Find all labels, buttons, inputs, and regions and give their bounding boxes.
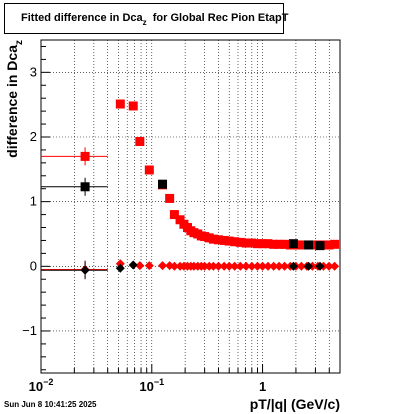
data-point bbox=[80, 265, 90, 275]
data-point bbox=[247, 261, 257, 271]
title-box: Fitted difference in Dcaz for Global Rec… bbox=[4, 3, 288, 34]
data-point bbox=[324, 261, 334, 271]
data-point bbox=[296, 240, 306, 250]
data-point bbox=[213, 235, 223, 245]
data-point bbox=[158, 261, 168, 271]
data-point bbox=[158, 179, 168, 189]
x-tick-exponent: −1 bbox=[154, 377, 164, 387]
x-tick-label: 10−2 bbox=[29, 377, 54, 394]
data-point bbox=[208, 234, 218, 244]
data-point bbox=[258, 239, 268, 249]
data-point bbox=[235, 237, 245, 247]
data-point bbox=[200, 261, 210, 271]
data-point bbox=[224, 261, 234, 271]
data-point bbox=[144, 261, 154, 271]
chart-title: Fitted difference in Dcaz for Global Rec… bbox=[21, 12, 289, 27]
data-point bbox=[115, 99, 125, 109]
data-point bbox=[252, 239, 262, 249]
y-tick-label: 1 bbox=[30, 194, 37, 209]
data-point bbox=[80, 182, 90, 192]
data-point bbox=[128, 101, 138, 111]
data-point bbox=[115, 259, 125, 269]
data-point bbox=[304, 240, 314, 250]
data-point bbox=[315, 241, 325, 251]
data-point bbox=[280, 261, 290, 271]
data-point bbox=[169, 261, 179, 271]
data-point bbox=[135, 261, 145, 271]
data-point bbox=[269, 239, 279, 249]
data-point bbox=[263, 239, 273, 249]
plot-frame bbox=[40, 39, 341, 374]
data-point bbox=[263, 261, 273, 271]
data-point bbox=[175, 215, 185, 225]
data-point bbox=[304, 261, 314, 271]
data-point bbox=[241, 238, 251, 248]
data-point bbox=[288, 261, 298, 271]
data-point bbox=[208, 261, 218, 271]
data-point bbox=[219, 235, 229, 245]
data-point bbox=[330, 261, 340, 271]
x-axis-label: pT/|q| (GeV/c) bbox=[250, 396, 340, 412]
y-axis-label: difference in Dcaz bbox=[4, 40, 25, 158]
data-point bbox=[224, 236, 234, 246]
data-point bbox=[274, 261, 284, 271]
data-point bbox=[165, 193, 175, 203]
data-point bbox=[235, 261, 245, 271]
title-main: Fitted difference in Dca bbox=[21, 12, 143, 24]
x-tick-label: 10−1 bbox=[139, 377, 164, 394]
data-point bbox=[80, 151, 90, 161]
timestamp-footer: Sun Jun 8 10:41:25 2025 bbox=[4, 400, 97, 409]
data-point bbox=[330, 239, 340, 249]
data-point bbox=[324, 240, 334, 250]
data-point bbox=[169, 210, 179, 220]
data-point bbox=[288, 239, 298, 249]
data-point bbox=[230, 261, 240, 271]
y-tick-label: 3 bbox=[30, 64, 37, 79]
data-point bbox=[115, 263, 125, 273]
data-point bbox=[274, 239, 284, 249]
data-point bbox=[135, 137, 145, 147]
data-point bbox=[252, 261, 262, 271]
data-point bbox=[247, 238, 257, 248]
data-point bbox=[213, 261, 223, 271]
data-point bbox=[269, 261, 279, 271]
data-point bbox=[200, 232, 210, 242]
y-axis-label-subscript: z bbox=[14, 40, 25, 45]
y-tick-label: −1 bbox=[22, 323, 37, 338]
title-rest: for Global Rec Pion EtapT bbox=[152, 12, 289, 24]
data-point bbox=[128, 260, 138, 270]
data-point bbox=[258, 261, 268, 271]
y-tick-label: 0 bbox=[30, 258, 37, 273]
y-tick-label: 2 bbox=[30, 129, 37, 144]
data-point bbox=[219, 261, 229, 271]
data-point bbox=[315, 261, 325, 271]
data-point bbox=[241, 261, 251, 271]
data-point bbox=[296, 261, 306, 271]
x-tick-exponent: −2 bbox=[43, 377, 53, 387]
title-subscript: z bbox=[142, 18, 147, 27]
data-point bbox=[144, 165, 154, 175]
data-point bbox=[280, 239, 290, 249]
x-tick-label: 1 bbox=[259, 379, 266, 394]
data-point bbox=[230, 237, 240, 247]
